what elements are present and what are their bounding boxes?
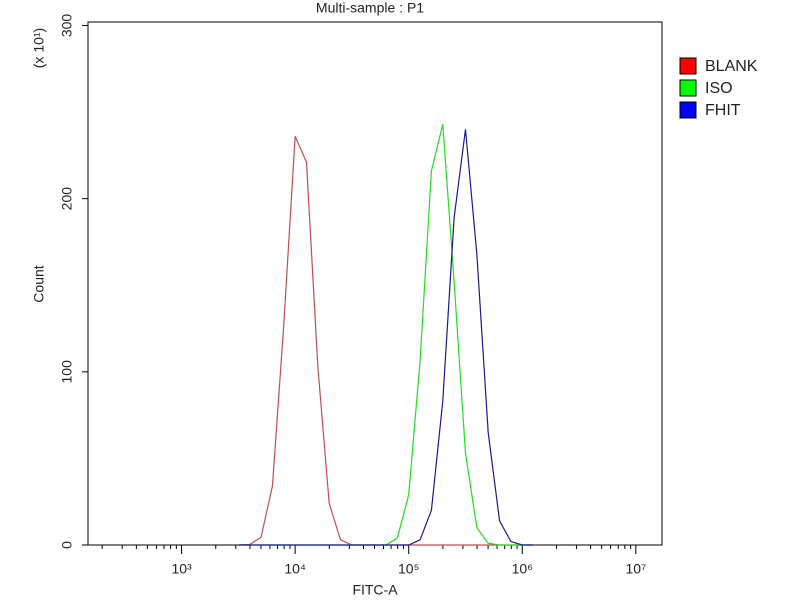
x-tick-label: 10⁴ <box>284 561 306 577</box>
y-axis-label: Count <box>31 265 47 302</box>
x-axis-label: FITC-A <box>352 582 398 598</box>
legend-swatch <box>679 101 697 119</box>
legend-label: BLANK <box>705 58 758 75</box>
y-tick-label: 0 <box>59 541 75 549</box>
x-tick-label: 10⁷ <box>626 561 647 577</box>
series-line <box>238 129 534 546</box>
legend-swatch <box>679 79 697 97</box>
y-tick-label: 100 <box>59 360 75 384</box>
y-multiplier: (x 10¹) <box>31 28 47 68</box>
y-tick-label: 200 <box>59 187 75 211</box>
x-tick-label: 10³ <box>171 561 192 577</box>
legend-label: ISO <box>705 80 733 97</box>
legend-swatch <box>679 57 697 75</box>
x-tick-label: 10⁶ <box>512 561 533 577</box>
chart-title: Multi-sample : P1 <box>316 0 424 16</box>
plot-frame <box>87 21 663 546</box>
x-tick-label: 10⁵ <box>398 561 419 577</box>
y-tick-label: 300 <box>59 14 75 38</box>
series-line <box>238 136 534 546</box>
legend-label: FHIT <box>705 102 741 119</box>
